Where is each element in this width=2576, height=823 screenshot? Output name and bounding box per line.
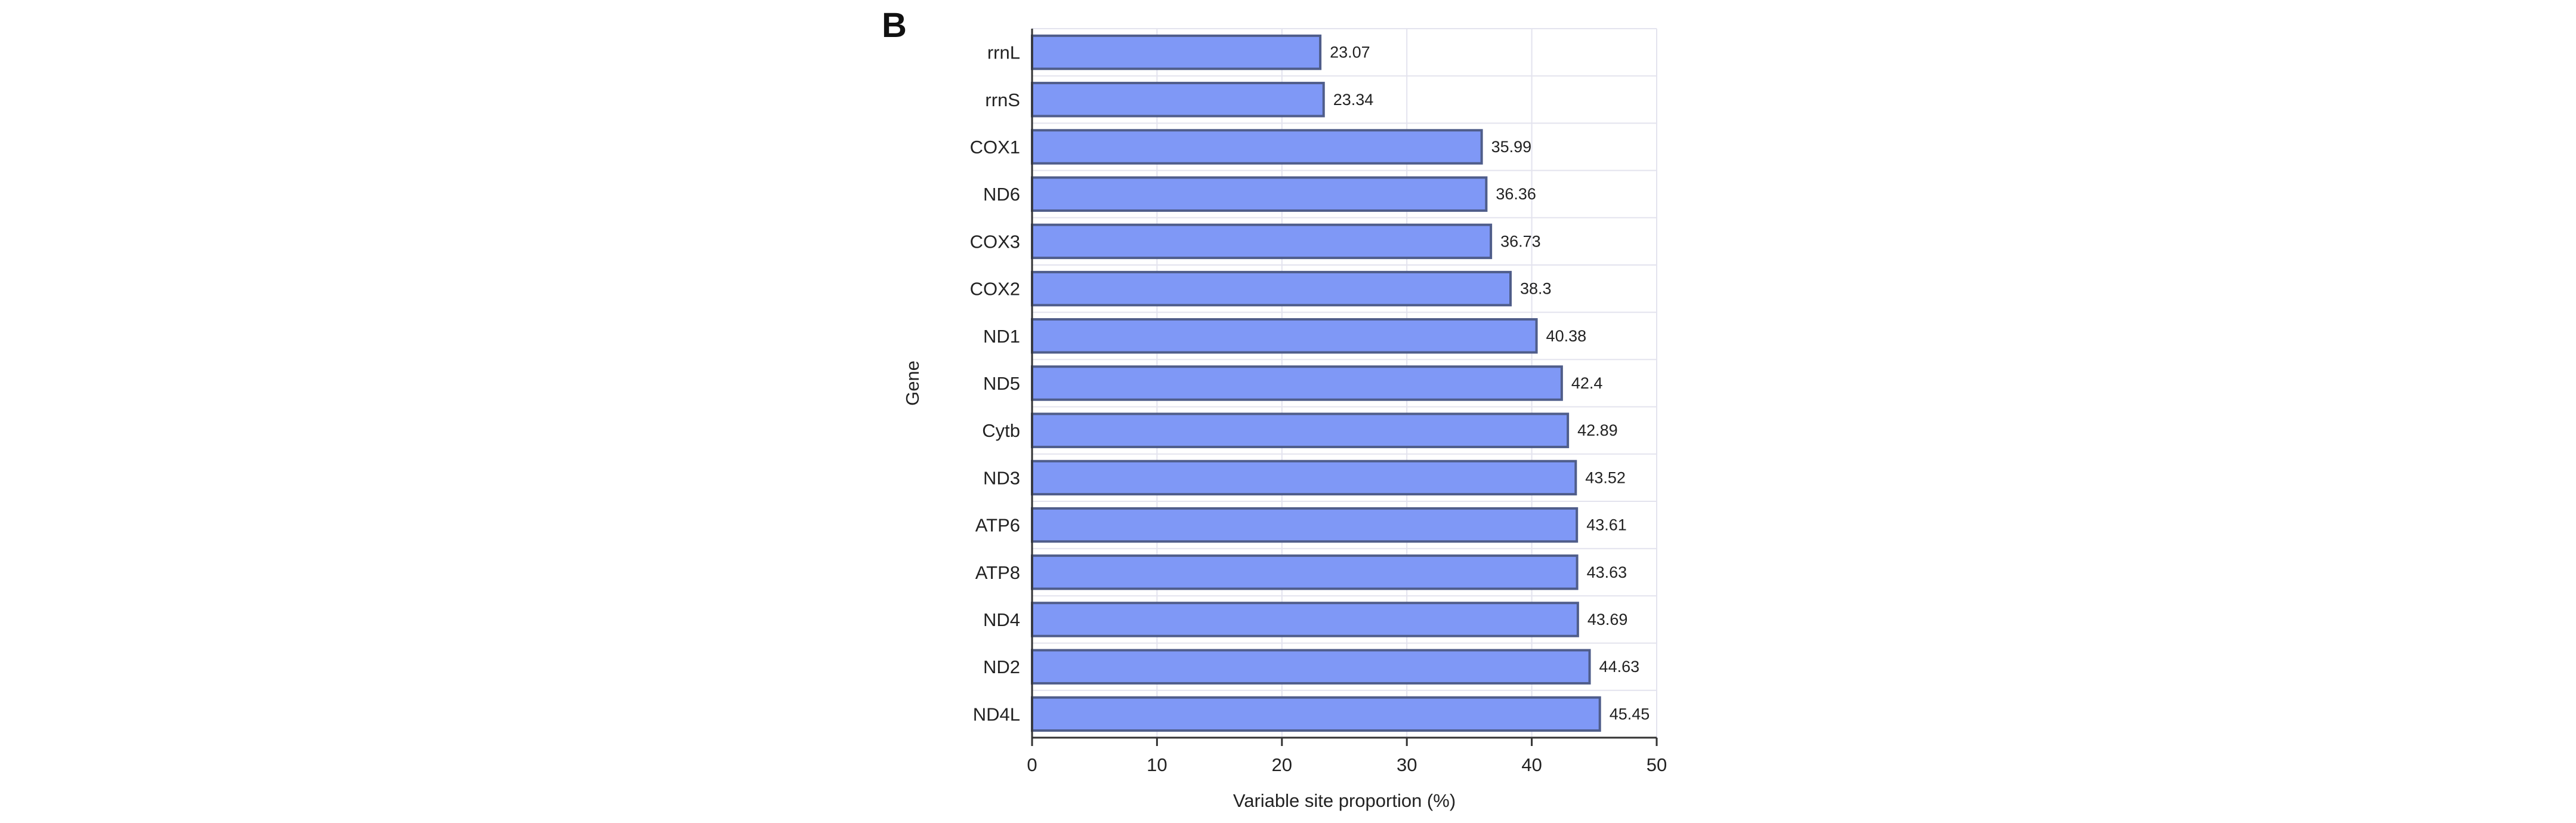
category-label-nd1: ND1: [983, 326, 1020, 347]
bar-nd1: [1031, 318, 1538, 354]
data-label-cox3: 36.73: [1500, 232, 1541, 250]
data-label-cox2: 38.3: [1520, 280, 1552, 298]
data-label-rrnl: 23.07: [1330, 44, 1370, 61]
x-tick-label: 50: [1647, 754, 1667, 775]
bar-nd4l: [1031, 696, 1601, 732]
bar-nd5: [1031, 365, 1563, 401]
panel-letter-b: B: [882, 6, 907, 45]
bar-nd6: [1031, 176, 1488, 212]
x-axis-title: Variable site proportion (%): [1233, 790, 1456, 811]
category-label-atp8: ATP8: [975, 562, 1020, 583]
category-label-nd4l: ND4L: [973, 704, 1020, 725]
bars: [1031, 34, 1601, 732]
data-label-rrns: 23.34: [1333, 91, 1374, 109]
category-label-nd5: ND5: [983, 373, 1020, 394]
data-label-nd4: 43.69: [1587, 611, 1628, 628]
panel-b: B 23.07 23.34 35.99 36.36 36.73 38.3 40.38 42.4…: [859, 0, 1718, 820]
data-labels: 23.07 23.34 35.99 36.36 36.73 38.3 40.38 42.4 42…: [1330, 44, 1650, 723]
bar-atp8: [1031, 554, 1579, 590]
data-label-cox1: 35.99: [1491, 138, 1532, 156]
category-label-nd2: ND2: [983, 656, 1020, 677]
x-tick-label: 40: [1521, 754, 1542, 775]
category-label-cox3: COX3: [970, 231, 1020, 252]
category-label-nd3: ND3: [983, 467, 1020, 488]
data-label-nd2: 44.63: [1599, 658, 1640, 676]
bar-rrnl: [1031, 34, 1322, 70]
category-label-nd4: ND4: [983, 609, 1020, 630]
bar-nd3: [1031, 460, 1577, 496]
data-label-atp6: 43.61: [1586, 516, 1627, 534]
x-axis: 0 10 20 30 40 50: [1027, 29, 1667, 775]
data-label-cytb: 42.89: [1577, 421, 1618, 439]
category-labels: rrnL rrnS COX1 ND6 COX3 COX2 ND1 ND5 Cytb ND3 ATP6…: [970, 42, 1020, 725]
bar-nd2: [1031, 649, 1591, 685]
y-axis-title: Gene: [902, 360, 923, 406]
x-tick-label: 20: [1272, 754, 1292, 775]
data-label-nd3: 43.52: [1585, 468, 1626, 486]
bar-rrns: [1031, 82, 1325, 118]
bar-cox1: [1031, 129, 1483, 165]
data-label-nd5: 42.4: [1571, 374, 1603, 392]
data-label-nd1: 40.38: [1546, 327, 1587, 345]
x-tick-label: 30: [1397, 754, 1417, 775]
bar-cox2: [1031, 270, 1512, 307]
category-label-atp6: ATP6: [975, 515, 1020, 536]
category-label-nd6: ND6: [983, 184, 1020, 205]
panel-b-chart: B 23.07 23.34 35.99 36.36 36.73 38.3 40.38 42.4…: [882, 6, 1667, 811]
bar-cox3: [1031, 223, 1493, 260]
category-label-rrnl: rrnL: [987, 42, 1020, 63]
data-label-atp8: 43.63: [1587, 563, 1627, 581]
x-tick-label: 0: [1027, 754, 1037, 775]
category-label-cox1: COX1: [970, 137, 1020, 158]
bar-nd4: [1031, 602, 1579, 637]
data-label-nd6: 36.36: [1496, 185, 1536, 203]
x-tick-label: 10: [1147, 754, 1167, 775]
bar-cytb: [1031, 412, 1570, 448]
data-label-nd4l: 45.45: [1610, 705, 1650, 723]
category-label-rrns: rrnS: [985, 90, 1020, 110]
category-label-cytb: Cytb: [982, 420, 1020, 441]
category-label-cox2: COX2: [970, 279, 1020, 300]
bar-atp6: [1031, 507, 1579, 543]
